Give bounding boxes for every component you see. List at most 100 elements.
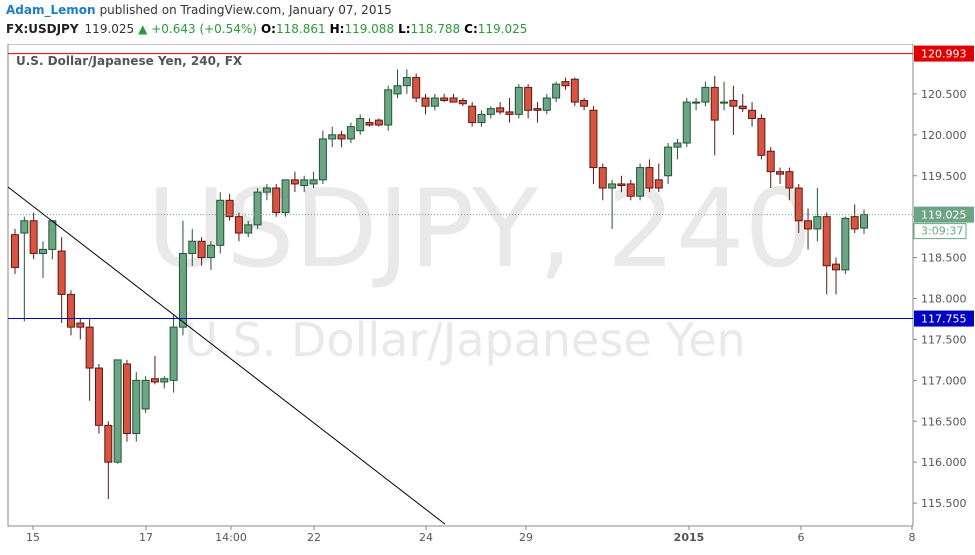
candle-body xyxy=(692,101,701,104)
candle-body xyxy=(589,109,598,169)
candle-body xyxy=(169,326,178,381)
y-tick-label: 120.500 xyxy=(921,88,967,101)
candle-body xyxy=(57,250,66,295)
candle-body xyxy=(440,97,449,101)
candle-body xyxy=(524,86,533,111)
candle-body xyxy=(496,107,505,113)
x-tick-label: 14:00 xyxy=(215,531,247,544)
x-tick-label: 29 xyxy=(519,531,533,544)
candle-body xyxy=(542,97,551,111)
symbol: FX:USDJPY xyxy=(6,22,79,36)
candle-body xyxy=(850,216,859,230)
candle-body xyxy=(10,234,19,268)
candle-body xyxy=(636,167,645,197)
candle-body xyxy=(384,89,393,126)
published: published on TradingView.com, January 07… xyxy=(99,3,392,17)
level-label: 120.993 xyxy=(921,48,967,61)
candle-body xyxy=(197,240,206,259)
candle-body xyxy=(766,150,775,173)
candle-body xyxy=(570,78,579,103)
x-tick-label: 6 xyxy=(797,531,804,544)
y-tick-label: 117.500 xyxy=(921,333,967,346)
x-tick-label: 24 xyxy=(419,531,433,544)
chart-title: U.S. Dollar/Japanese Yen, 240, FX xyxy=(16,54,243,68)
candle-body xyxy=(122,363,131,435)
candle-body xyxy=(290,179,299,185)
candle-body xyxy=(598,167,607,189)
candle-body xyxy=(374,119,383,126)
candle-body xyxy=(468,105,477,124)
candle-body xyxy=(748,109,757,119)
countdown-box xyxy=(913,223,967,240)
candle-body xyxy=(561,81,570,87)
x-tick-label: 22 xyxy=(307,531,321,544)
candle-body xyxy=(244,224,253,234)
candle-body xyxy=(113,359,122,463)
candle-body xyxy=(178,252,187,328)
candle-body xyxy=(673,142,682,148)
last: 119.025 xyxy=(84,22,135,36)
candle-body xyxy=(94,367,103,426)
candle-body xyxy=(150,378,159,383)
y-tick-label: 120.000 xyxy=(921,129,967,142)
y-tick-label: 118.000 xyxy=(921,293,967,306)
h: 119.088 xyxy=(344,22,395,36)
candle-body xyxy=(785,171,794,189)
candle-body xyxy=(76,322,85,328)
header-line: Adam_Lemon published on TradingView.com, … xyxy=(6,3,396,17)
candle-body xyxy=(533,108,542,111)
candle-body xyxy=(804,220,813,230)
candle-body xyxy=(141,379,150,410)
candle-body xyxy=(813,216,822,230)
watermark-sub: U.S. Dollar/Japanese Yen xyxy=(184,313,745,367)
candle-body xyxy=(430,97,439,107)
y-tick-label: 118.500 xyxy=(921,252,967,265)
candle-body xyxy=(365,122,374,126)
o-label: O: xyxy=(260,22,276,36)
level-label-box xyxy=(914,45,974,62)
level-label: 119.025 xyxy=(921,209,967,222)
candle-body xyxy=(318,138,327,181)
candle-body xyxy=(262,187,271,193)
y-tick-label: 116.500 xyxy=(921,415,967,428)
l-label: L: xyxy=(398,22,411,36)
watermark: USDJPY, 240 xyxy=(147,167,813,292)
candle-body xyxy=(20,220,29,234)
x-tick-label: 8 xyxy=(908,531,915,544)
candle-body xyxy=(356,117,365,132)
candle-body xyxy=(664,146,673,177)
candle-body xyxy=(486,108,495,115)
candle-body xyxy=(738,105,747,110)
candle-body xyxy=(132,379,141,435)
l: 118.788 xyxy=(410,22,461,36)
change: ▲ +0.643 (+0.54%) xyxy=(138,22,257,36)
candle-body xyxy=(38,248,47,254)
x-tick-label: 17 xyxy=(139,531,153,544)
candle-body xyxy=(654,179,663,189)
y-tick-label: 119.500 xyxy=(921,170,967,183)
author[interactable]: Adam_Lemon xyxy=(6,3,96,17)
candle-body xyxy=(552,83,561,99)
c: 119.025 xyxy=(477,22,528,36)
candle-body xyxy=(458,99,467,105)
level-label-box xyxy=(914,310,974,327)
candle-body xyxy=(272,187,281,214)
y-tick-label: 116.000 xyxy=(921,456,967,469)
candle-body xyxy=(682,101,691,144)
candle-body xyxy=(85,326,94,369)
candle-body xyxy=(794,187,803,222)
candle-body xyxy=(281,179,290,214)
candle-body xyxy=(720,101,729,104)
candle-body xyxy=(617,183,626,187)
candle-body xyxy=(104,424,113,463)
candle-body xyxy=(580,99,589,107)
candle-body xyxy=(402,77,411,87)
chart: USDJPY, 240 U.S. Dollar/Japanese Yen U.S… xyxy=(7,44,974,544)
candle-body xyxy=(449,97,458,103)
level-label-box xyxy=(914,206,974,223)
candle-body xyxy=(505,111,514,115)
candle-body xyxy=(300,179,309,187)
x-tick-label: 15 xyxy=(26,531,40,544)
candle-body xyxy=(188,240,197,254)
